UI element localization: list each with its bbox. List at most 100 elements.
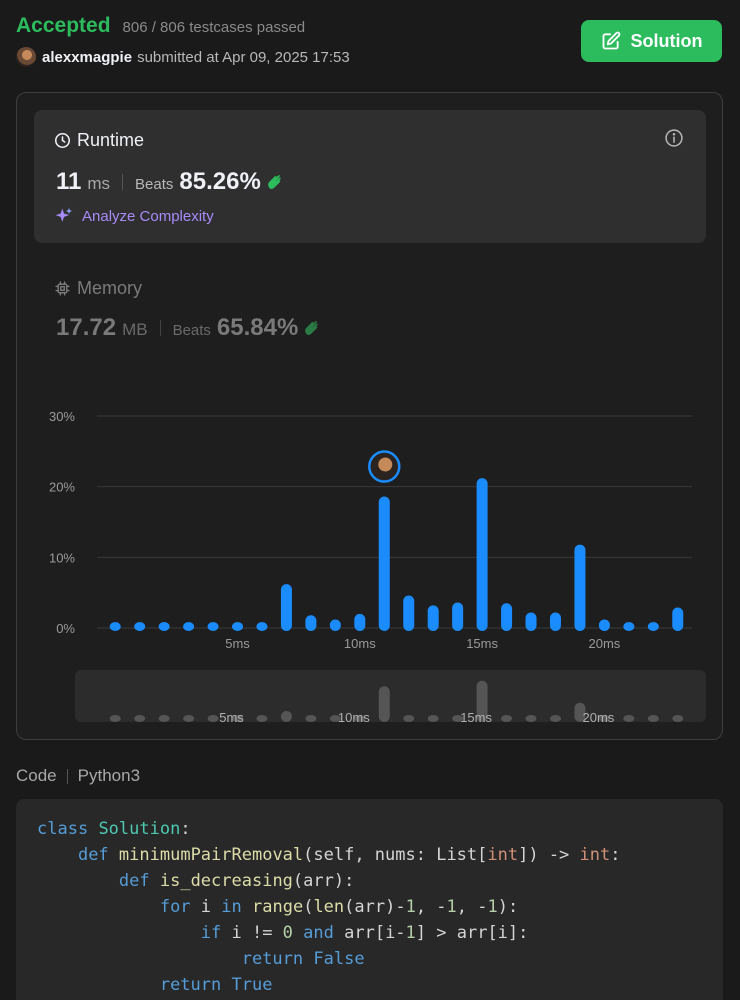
chart-bar[interactable] (207, 622, 219, 631)
overview-bar (525, 715, 537, 722)
overview-bar (501, 715, 513, 722)
code-token: return (159, 975, 222, 995)
clock-icon (54, 132, 71, 149)
overview-bar (549, 715, 561, 722)
x-tick-label: 5ms (225, 636, 250, 651)
chart-bar[interactable] (183, 622, 195, 631)
chart-bar[interactable] (109, 622, 121, 631)
code-token (37, 975, 160, 995)
chart-bar[interactable] (232, 622, 244, 631)
user-marker-avatar (378, 457, 393, 472)
analyze-complexity-label: Analyze Complexity (82, 207, 214, 225)
code-token: 1 (405, 897, 416, 917)
analyze-complexity-link[interactable]: Analyze Complexity (54, 206, 214, 226)
avatar[interactable] (16, 47, 36, 67)
code-token: 1 (405, 923, 416, 943)
code-token (37, 923, 201, 943)
overview-bar (158, 715, 170, 722)
code-token: : (610, 845, 621, 865)
code-token: and (303, 923, 334, 943)
chart-bar[interactable] (378, 496, 390, 631)
x-tick-label: 20ms (588, 636, 620, 651)
code-token: int (579, 845, 611, 865)
code-header: Code Python3 (16, 766, 140, 786)
memory-beats-label: Beats (172, 322, 211, 339)
solution-button-label: Solution (630, 30, 703, 51)
code-token (37, 949, 242, 969)
info-icon[interactable] (664, 128, 684, 148)
chart-bar[interactable] (598, 619, 610, 631)
code-token: 1 (487, 897, 498, 917)
code-token: 0 (282, 923, 293, 943)
code-token: Solution (98, 819, 181, 839)
memory-card[interactable]: Memory 17.72 MB Beats 65.84% (54, 278, 322, 342)
overview-bar (403, 715, 415, 722)
clap-icon (305, 320, 319, 335)
submitted-time: submitted at Apr 09, 2025 17:53 (137, 48, 350, 66)
chart-bar[interactable] (452, 602, 464, 631)
chart-bar[interactable] (427, 605, 439, 631)
chart-bar[interactable] (329, 619, 341, 631)
code-line: if i != 0 and arr[i-1] > arr[i]: (37, 920, 702, 946)
overview-bar (207, 715, 219, 722)
performance-panel: Runtime 11 ms Beats 85.26% Analyze Compl… (16, 92, 723, 740)
overview-bar (452, 715, 464, 722)
chart-bar[interactable] (549, 612, 561, 631)
overview-bar (476, 680, 488, 722)
chart-bar[interactable] (158, 622, 170, 631)
overview-tick-label: 5ms (219, 710, 244, 725)
sparkle-icon (55, 207, 73, 222)
code-token: : (180, 819, 191, 839)
code-token: is_decreasing (159, 871, 293, 891)
code-line: return False (37, 946, 702, 972)
code-token: (arr): (292, 871, 355, 891)
chart-bar[interactable] (476, 478, 488, 631)
y-tick-label: 10% (49, 550, 75, 565)
code-token (150, 871, 160, 891)
code-token: len (313, 897, 345, 917)
code-token: if (200, 923, 222, 943)
runtime-unit: ms (87, 174, 111, 193)
overview-bar (256, 715, 268, 722)
chart-bar[interactable] (623, 622, 635, 631)
y-tick-label: 30% (49, 409, 75, 424)
solution-button[interactable]: Solution (581, 20, 722, 62)
code-label: Code (16, 766, 57, 785)
code-token: return (241, 949, 304, 969)
chart-bar[interactable] (672, 607, 684, 631)
code-line: for i in range(len(arr)-1, -1, -1): (37, 894, 702, 920)
code-token (37, 897, 160, 917)
overview-bar (305, 715, 317, 722)
username-link[interactable]: alexxmagpie (42, 48, 133, 66)
code-token: def (118, 871, 150, 891)
chart-bar[interactable] (501, 603, 513, 631)
overview-bar (647, 715, 659, 722)
code-token: ]) -> (518, 845, 580, 865)
code-token (303, 949, 313, 969)
chart-bar[interactable] (647, 622, 659, 631)
code-token: ] > arr[i]: (415, 923, 529, 943)
memory-title: Memory (77, 278, 143, 298)
runtime-card[interactable]: Runtime 11 ms Beats 85.26% Analyze Compl… (34, 110, 706, 243)
code-token: 1 (446, 897, 457, 917)
runtime-value: 11 (56, 168, 82, 195)
chart-bar[interactable] (574, 544, 586, 631)
y-tick-label: 20% (49, 480, 75, 495)
chart-bar[interactable] (354, 613, 366, 631)
runtime-beats-value: 85.26% (179, 168, 261, 195)
chart-bar[interactable] (305, 615, 317, 631)
overview-tick-label: 15ms (460, 710, 492, 725)
chart-bar[interactable] (280, 584, 292, 631)
chart-bar[interactable] (525, 612, 537, 631)
chart-bar[interactable] (256, 622, 268, 631)
x-tick-label: 10ms (344, 636, 376, 651)
code-token (293, 923, 303, 943)
code-token (88, 819, 98, 839)
code-token (221, 975, 231, 995)
overview-bar (672, 715, 684, 722)
runtime-distribution-chart[interactable]: 0% 10% 20% 30% 5ms 10ms 15ms 20ms 5ms 10ms 15ms 20m… (17, 393, 722, 733)
chart-bar[interactable] (134, 622, 146, 631)
code-block[interactable]: class Solution: def minimumPairRemoval(s… (16, 799, 723, 1000)
chart-bar[interactable] (403, 595, 415, 631)
overview-bar (109, 715, 121, 722)
